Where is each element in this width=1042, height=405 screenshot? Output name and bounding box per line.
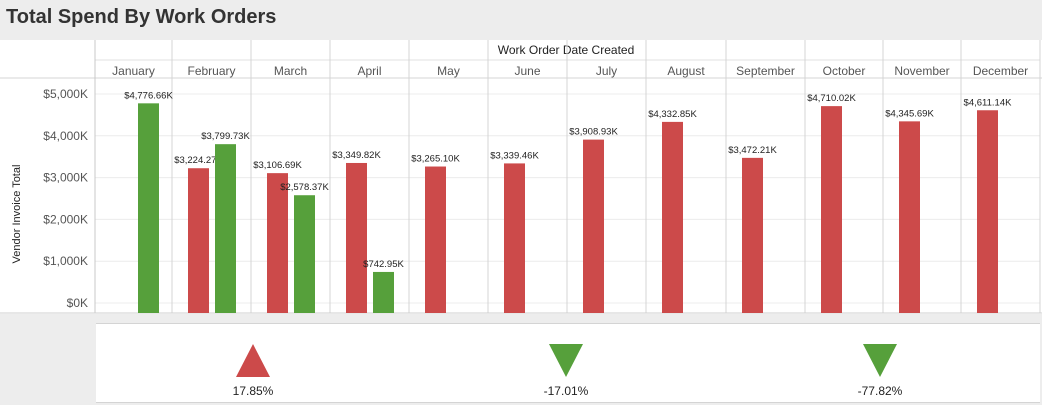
kpi-indicators: 17.85% -17.01% -77.82% — [233, 344, 903, 398]
data-label: $4,611.14K — [964, 97, 1013, 108]
x-tick-label: February — [187, 64, 235, 78]
y-tick-label: $4,000K — [43, 129, 88, 143]
page-title: Total Spend By Work Orders — [6, 6, 277, 28]
x-tick-label: October — [823, 64, 866, 78]
x-tick-label: April — [357, 64, 381, 78]
bar-red — [504, 163, 525, 313]
bar-green — [138, 103, 159, 313]
y-tick-label: $2,000K — [43, 212, 88, 226]
x-tick-label: March — [274, 64, 307, 78]
data-label: $4,710.02K — [807, 93, 856, 104]
data-label: $742.95K — [363, 259, 404, 270]
data-label: $3,339.46K — [490, 150, 539, 161]
bar-red — [267, 173, 288, 313]
data-label: $3,908.93K — [569, 127, 618, 138]
triangle-down-icon — [549, 344, 583, 377]
triangle-up-icon — [236, 344, 270, 377]
bar-red — [821, 106, 842, 314]
data-label: $3,265.10K — [411, 154, 460, 165]
data-label: $3,349.82K — [332, 150, 381, 161]
column-header: Work Order Date Created — [498, 43, 635, 57]
y-tick-label: $0K — [67, 296, 88, 310]
x-tick-label: May — [437, 64, 460, 78]
bar-red — [188, 168, 209, 313]
bar-green — [373, 271, 394, 313]
kpi-panel: 17.85% -17.01% -77.82% — [96, 323, 1040, 403]
bar-chart: Work Order Date Created January February Ma… — [0, 40, 1042, 314]
bar-red — [425, 166, 446, 313]
bar-chart-panel: Work Order Date Created January February Ma… — [0, 40, 1042, 314]
data-label: $2,578.37K — [280, 182, 329, 193]
data-label: $3,472.21K — [728, 145, 777, 156]
bar-green — [294, 195, 315, 313]
data-label: $3,106.69K — [253, 160, 302, 171]
bar-green — [215, 144, 236, 313]
bar-red — [346, 162, 367, 313]
bar-red — [583, 139, 604, 313]
y-tick-label: $3,000K — [43, 171, 88, 185]
kpi-value: -17.01% — [544, 384, 589, 398]
data-label: $3,224.27K — [174, 155, 223, 166]
x-tick-label: August — [667, 64, 705, 78]
triangle-down-icon — [863, 344, 897, 377]
data-label: $3,799.73K — [201, 131, 250, 142]
data-label: $4,776.66K — [124, 90, 173, 101]
x-tick-label: January — [112, 64, 155, 78]
y-tick-label: $5,000K — [43, 87, 88, 101]
bar-red — [977, 110, 998, 313]
x-tick-label: July — [596, 64, 617, 78]
y-tick-label: $1,000K — [43, 254, 88, 268]
kpi-value: -77.82% — [858, 384, 903, 398]
data-label: $4,332.85K — [648, 109, 697, 120]
x-tick-label: November — [894, 64, 949, 78]
y-axis-label: Vendor Invoice Total — [11, 165, 23, 264]
x-tick-label: December — [973, 64, 1028, 78]
kpi-value: 17.85% — [233, 384, 274, 398]
bar-red — [662, 121, 683, 313]
bar-red — [899, 121, 920, 313]
x-tick-label: June — [514, 64, 540, 78]
data-label: $4,345.69K — [885, 108, 934, 119]
bar-red — [742, 157, 763, 313]
x-tick-label: September — [736, 64, 795, 78]
